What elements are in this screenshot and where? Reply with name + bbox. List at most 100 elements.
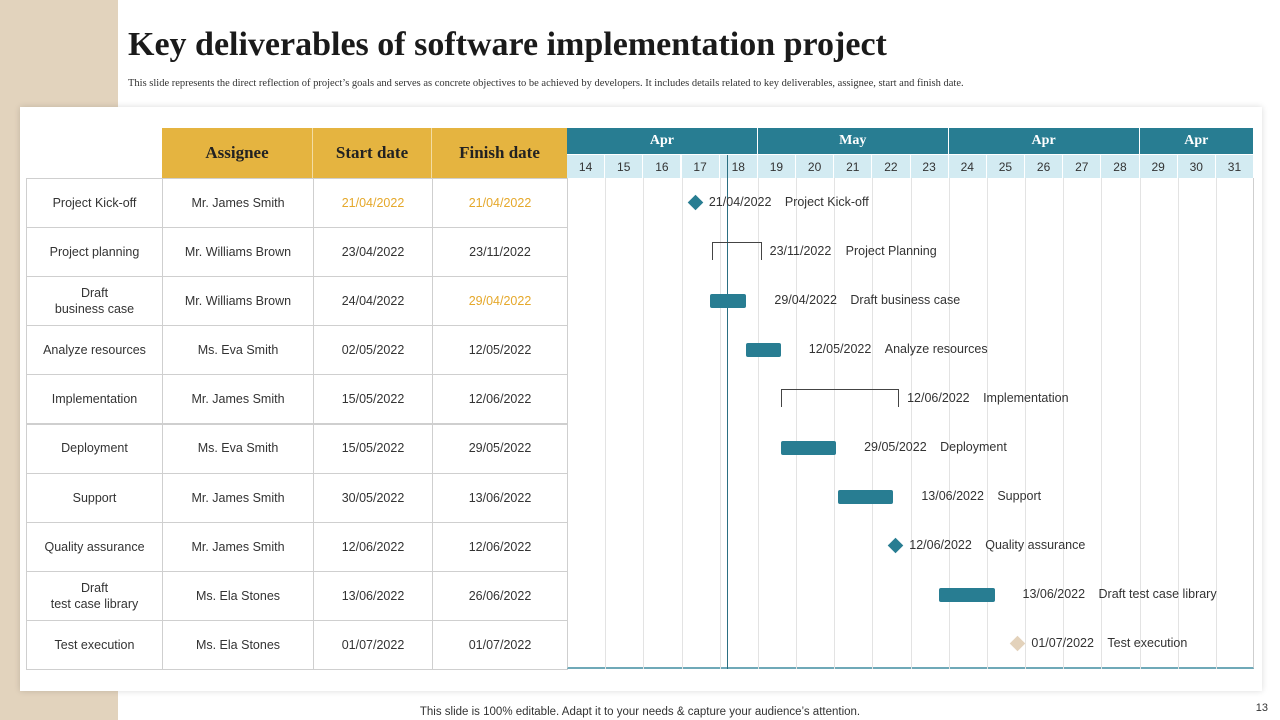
- finish-date-cell: 23/11/2022: [432, 227, 568, 278]
- gantt-date-label: 21/04/2022: [708, 194, 772, 209]
- day-header: 15: [605, 155, 644, 178]
- day-header: 30: [1177, 155, 1216, 178]
- slide-footer: This slide is 100% editable. Adapt it to…: [0, 706, 1280, 718]
- finish-date-cell: 12/05/2022: [432, 325, 568, 376]
- day-header: 20: [796, 155, 835, 178]
- finish-date-cell: 01/07/2022: [432, 619, 568, 670]
- deliverable-cell: Analyze resources: [26, 325, 163, 376]
- assignee-cell: Mr. James Smith: [162, 374, 314, 425]
- assignee-cell: Ms. Ela Stones: [162, 570, 314, 621]
- grid-line: [643, 178, 645, 669]
- assignee-cell: Mr. James Smith: [162, 472, 314, 523]
- day-header: 23: [910, 155, 949, 178]
- gantt-bar: [939, 588, 995, 603]
- grid-line: [681, 178, 683, 669]
- month-header: Apr: [948, 128, 1140, 154]
- gantt-date-label: 29/05/2022: [864, 440, 927, 455]
- header-assignee: Assignee: [162, 128, 313, 178]
- assignee-cell: Ms. Eva Smith: [162, 423, 314, 474]
- gantt-date-label: 23/11/2022: [769, 243, 832, 258]
- deliverable-cell: Support: [26, 472, 163, 523]
- span-bracket: [780, 388, 900, 407]
- gantt-date-label: 12/05/2022: [808, 341, 872, 356]
- gantt-bar: [838, 490, 894, 505]
- finish-date-cell: 21/04/2022: [432, 178, 568, 229]
- assignee-cell: Mr. Williams Brown: [162, 227, 314, 278]
- start-date-cell: 15/05/2022: [313, 374, 433, 425]
- gantt-task-label: Quality assurance: [985, 538, 1086, 553]
- finish-date-cell: 29/05/2022: [432, 423, 568, 474]
- day-header: 26: [1025, 155, 1064, 178]
- grid-line: [757, 178, 759, 669]
- day-header: 14: [567, 155, 606, 178]
- grid-line: [872, 178, 874, 669]
- day-header: 16: [643, 155, 682, 178]
- start-date-cell: 02/05/2022: [313, 325, 433, 376]
- grid-line: [796, 178, 798, 669]
- start-date-cell: 21/04/2022: [313, 178, 433, 229]
- grid-line: [1063, 178, 1065, 669]
- grid-line: [1215, 178, 1217, 669]
- gantt-task-label: Analyze resources: [884, 341, 988, 356]
- gantt-date-label: 29/04/2022: [774, 292, 837, 307]
- day-header: 18: [719, 155, 758, 178]
- finish-date-cell: 26/06/2022: [432, 570, 568, 621]
- assignee-cell: Mr. Williams Brown: [162, 276, 314, 327]
- start-date-cell: 13/06/2022: [313, 570, 433, 621]
- gantt-date-label: 13/06/2022: [1022, 587, 1086, 602]
- grid-line: [1025, 178, 1027, 669]
- deliverable-cell: Deployment: [26, 423, 163, 474]
- month-header: May: [757, 128, 949, 154]
- gantt-bar: [746, 342, 781, 357]
- finish-date-cell: 29/04/2022: [432, 276, 568, 327]
- day-header: 24: [948, 155, 987, 178]
- assignee-cell: Mr. James Smith: [162, 521, 314, 572]
- gantt-task-label: Support: [997, 489, 1042, 504]
- deliverable-cell: Implementation: [26, 374, 163, 425]
- grid-line: [1101, 178, 1103, 669]
- finish-date-cell: 12/06/2022: [432, 521, 568, 572]
- deliverable-cell: Project Kick-off: [26, 178, 163, 229]
- header-start-date: Start date: [313, 128, 432, 178]
- grid-line: [986, 178, 988, 669]
- day-header: 31: [1215, 155, 1255, 178]
- gantt-task-label: Implementation: [983, 390, 1069, 405]
- assignee-cell: Ms. Eva Smith: [162, 325, 314, 376]
- grid-line: [719, 178, 721, 669]
- gantt-task-label: Project Planning: [845, 243, 937, 258]
- gantt-task-label: Draft test case library: [1098, 587, 1217, 602]
- start-date-cell: 01/07/2022: [313, 619, 433, 670]
- footer-text: This slide is 100% editable. Adapt it to…: [419, 706, 861, 718]
- grid-line: [1139, 178, 1141, 669]
- day-header: 27: [1063, 155, 1102, 178]
- deliverable-cell: Draft business case: [26, 276, 163, 327]
- assignee-cell: Ms. Ela Stones: [162, 619, 314, 670]
- slide-subtitle: This slide represents the direct reflect…: [128, 78, 964, 89]
- deliverable-cell: Draft test case library: [26, 570, 163, 621]
- gantt-task-label: Deployment: [940, 440, 1007, 455]
- month-header: Apr: [567, 128, 758, 154]
- deliverable-cell: Project planning: [26, 227, 163, 278]
- day-header: 28: [1101, 155, 1140, 178]
- gantt-bar: [710, 293, 747, 308]
- grid-line: [948, 178, 950, 669]
- day-header: 19: [757, 155, 796, 178]
- today-marker: [727, 155, 729, 669]
- assignee-cell: Mr. James Smith: [162, 178, 314, 229]
- gantt-bar: [780, 441, 837, 456]
- start-date-cell: 30/05/2022: [313, 472, 433, 523]
- day-header: 29: [1139, 155, 1178, 178]
- gantt-date-label: 01/07/2022: [1031, 636, 1094, 651]
- gantt-task-label: Draft business case: [850, 292, 961, 307]
- gantt-task-label: Test execution: [1107, 636, 1188, 651]
- finish-date-cell: 13/06/2022: [432, 472, 568, 523]
- start-date-cell: 24/04/2022: [313, 276, 433, 327]
- day-header: 22: [872, 155, 911, 178]
- gantt-date-label: 12/06/2022: [907, 390, 970, 405]
- grid-line: [910, 178, 912, 669]
- grid-line: [834, 178, 836, 669]
- month-header: Apr: [1139, 128, 1255, 154]
- start-date-cell: 15/05/2022: [313, 423, 433, 474]
- day-header: 17: [681, 155, 720, 178]
- start-date-cell: 12/06/2022: [313, 521, 433, 572]
